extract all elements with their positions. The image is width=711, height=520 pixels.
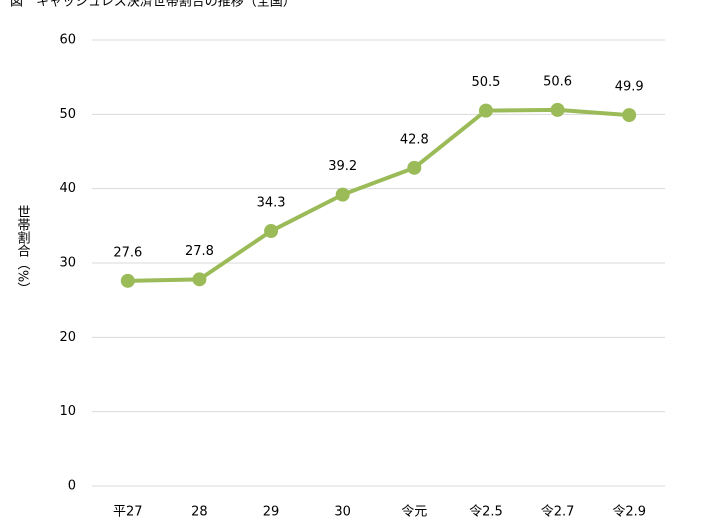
y-tick-label: 0 [68,479,76,494]
x-tick-label: 令元 [401,505,427,520]
data-label: 50.5 [471,75,500,90]
data-label: 50.6 [543,74,572,89]
data-point [478,103,493,118]
x-tick-label: 令2.7 [541,505,575,520]
data-point [335,187,350,202]
data-point [120,273,135,288]
data-label: 27.8 [185,244,214,259]
data-label: 39.2 [328,159,357,174]
y-tick-label: 20 [59,330,76,345]
x-tick-label: 30 [334,505,351,520]
data-point [407,160,422,175]
y-tick-label: 10 [59,404,76,419]
x-tick-label: 28 [191,505,208,520]
series-line [127,107,630,283]
y-axis-label: 世帯割合（%） [15,205,31,295]
y-tick-label: 40 [59,181,76,196]
x-tick-label: 令2.9 [612,505,646,520]
data-label: 42.8 [400,132,429,147]
x-tick-label: 平27 [113,505,143,520]
data-point [622,108,637,123]
data-label: 27.6 [113,245,142,260]
x-tick-label: 令2.5 [469,505,503,520]
data-point [264,224,279,239]
chart-title: 図 キャッシュレス決済世帯割合の推移（全国） [10,0,296,10]
x-tick-label: 29 [263,505,280,520]
data-label: 34.3 [257,196,286,211]
data-point [192,272,207,287]
y-tick-label: 30 [59,256,76,271]
y-tick-label: 60 [59,33,76,48]
data-point [550,102,565,117]
y-tick-label: 50 [59,107,76,122]
data-label: 49.9 [615,80,644,95]
